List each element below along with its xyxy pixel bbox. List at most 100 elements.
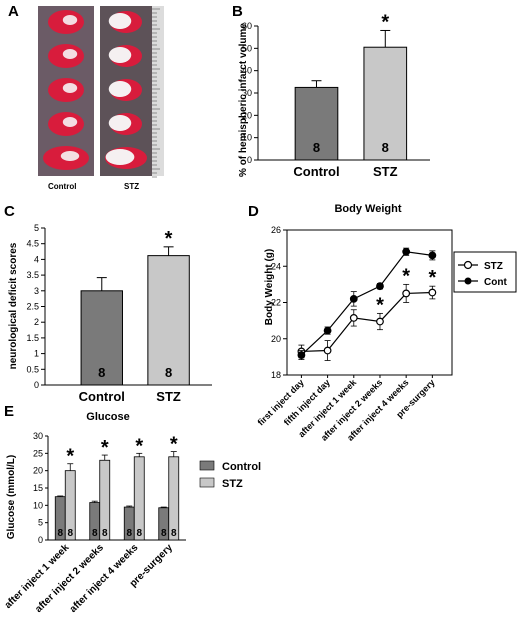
- sample-size-label: 8: [102, 528, 108, 539]
- infarct-volume-chart: % of hemispheric infarct volume 0 10 20 30 4…: [238, 11, 430, 179]
- y-axis-label-c: neurological deficit scores: [8, 242, 19, 369]
- series-line: [301, 291, 433, 353]
- y-tick-label: 26: [271, 225, 281, 235]
- legend-label-stz: STZ: [484, 261, 503, 272]
- significance-star: *: [66, 446, 74, 468]
- sample-size-label: 8: [161, 528, 167, 539]
- series-line: [300, 251, 433, 356]
- control-slice-pale-area: [60, 151, 80, 161]
- legend-e: Control STZ: [199, 460, 261, 490]
- measuring-ruler: [152, 6, 164, 176]
- significance-star: *: [428, 267, 436, 289]
- legend-marker-stz: [463, 260, 473, 270]
- sample-size-label: 8: [313, 140, 320, 155]
- chart-title-d: Body Weight: [334, 203, 401, 215]
- significance-star: *: [402, 265, 410, 287]
- panel-label-b: B: [232, 3, 243, 20]
- sample-size-label: 8: [67, 528, 73, 539]
- y-tick-label: 0.5: [26, 364, 39, 374]
- stz-slice-infarct-area: [108, 115, 132, 131]
- y-tick-label: 3.5: [26, 270, 39, 280]
- y-tick-label: 0: [34, 380, 39, 390]
- control-slice-pale-area: [62, 15, 78, 25]
- data-point: [402, 289, 411, 298]
- legend-label-cont: Cont: [484, 277, 507, 288]
- data-point: [376, 282, 384, 291]
- stz-slice-infarct-area: [108, 13, 132, 29]
- legend-d: STZ Cont: [453, 251, 517, 293]
- significance-star: *: [101, 437, 109, 459]
- legend-label-stz-e: STZ: [222, 478, 243, 490]
- significance-star: *: [165, 228, 173, 250]
- y-tick-label: 30: [242, 88, 252, 98]
- y-tick-label: 10: [33, 500, 43, 510]
- category-label: STZ: [156, 389, 181, 404]
- category-label: Control: [293, 164, 339, 179]
- body-weight-chart: Body Weight Body Weight (g) STZ Cont 18 2…: [256, 203, 517, 443]
- x-tick-label: first inject day: [256, 377, 306, 427]
- legend-swatch-stz: [199, 477, 215, 488]
- y-tick-label: 4.5: [26, 239, 39, 249]
- y-tick-label: 2.5: [26, 302, 39, 312]
- glucose-chart: Glucose Glucose (mmol/L) Control STZ 0 5 1…: [3, 411, 261, 615]
- y-tick-label: 0: [38, 535, 43, 545]
- y-tick-label: 18: [271, 370, 281, 380]
- bar: [363, 46, 408, 161]
- photo-label-control: Control: [48, 182, 76, 191]
- y-tick-label: 30: [33, 431, 43, 441]
- category-label: Control: [79, 389, 125, 404]
- y-tick-label: 1: [34, 349, 39, 359]
- legend-box-d: [453, 251, 517, 293]
- panel-label-a: A: [8, 3, 19, 20]
- legend-marker-cont: [464, 277, 472, 285]
- y-tick-label: 60: [242, 21, 252, 31]
- chart-title-e: Glucose: [86, 411, 129, 423]
- y-tick-label: 4: [34, 254, 39, 264]
- stz-slice-infarct-area: [108, 47, 132, 63]
- y-tick-label: 24: [271, 261, 281, 271]
- x-tick-label: after inject 1 week: [3, 542, 72, 611]
- sample-size-label: 8: [98, 365, 105, 380]
- y-tick-label: 5: [38, 518, 43, 528]
- y-axis-label-e: Glucose (mmol/L): [6, 455, 17, 539]
- y-tick-label: 3: [34, 286, 39, 296]
- y-axis-label-b: % of hemispheric infarct volume: [238, 23, 249, 177]
- y-tick-label: 10: [242, 133, 252, 143]
- brain-slice-photo: Control STZ: [38, 6, 164, 191]
- y-tick-label: 25: [33, 448, 43, 458]
- panel-label-e: E: [4, 403, 14, 420]
- y-axis-label-d: Body Weight (g): [264, 249, 275, 325]
- control-slice-pale-area: [62, 83, 78, 93]
- category-label: STZ: [373, 164, 398, 179]
- y-tick-label: 20: [33, 466, 43, 476]
- neuro-score-chart: neurological deficit scores 0 0.5 1 1.5 2 2.5…: [8, 223, 212, 404]
- sample-size-label: 8: [382, 140, 389, 155]
- y-tick-label: 20: [242, 110, 252, 120]
- x-tick-label: fifth inject day: [282, 377, 332, 427]
- legend-label-control: Control: [222, 461, 261, 473]
- significance-star: *: [135, 435, 143, 457]
- bar: [294, 86, 339, 161]
- sample-size-label: 8: [126, 528, 132, 539]
- y-tick-label: 5: [34, 223, 39, 233]
- y-tick-label: 0: [247, 155, 252, 165]
- y-tick-label: 2: [34, 317, 39, 327]
- data-point: [323, 346, 332, 355]
- data-point: [349, 294, 358, 303]
- control-slice-pale-area: [62, 49, 78, 59]
- photo-label-stz: STZ: [124, 182, 139, 191]
- panel-label-d: D: [248, 203, 259, 220]
- legend-swatch-control: [199, 460, 215, 471]
- sample-size-label: 8: [165, 365, 172, 380]
- sample-size-label: 8: [171, 528, 177, 539]
- control-slice-pale-area: [62, 117, 78, 127]
- y-tick-label: 50: [242, 43, 252, 53]
- data-point: [428, 288, 437, 297]
- data-point: [376, 317, 384, 326]
- y-tick-label: 22: [271, 298, 281, 308]
- plot-frame: [286, 229, 453, 376]
- y-tick-label: 1.5: [26, 333, 39, 343]
- sample-size-label: 8: [136, 528, 142, 539]
- sample-size-label: 8: [57, 528, 63, 539]
